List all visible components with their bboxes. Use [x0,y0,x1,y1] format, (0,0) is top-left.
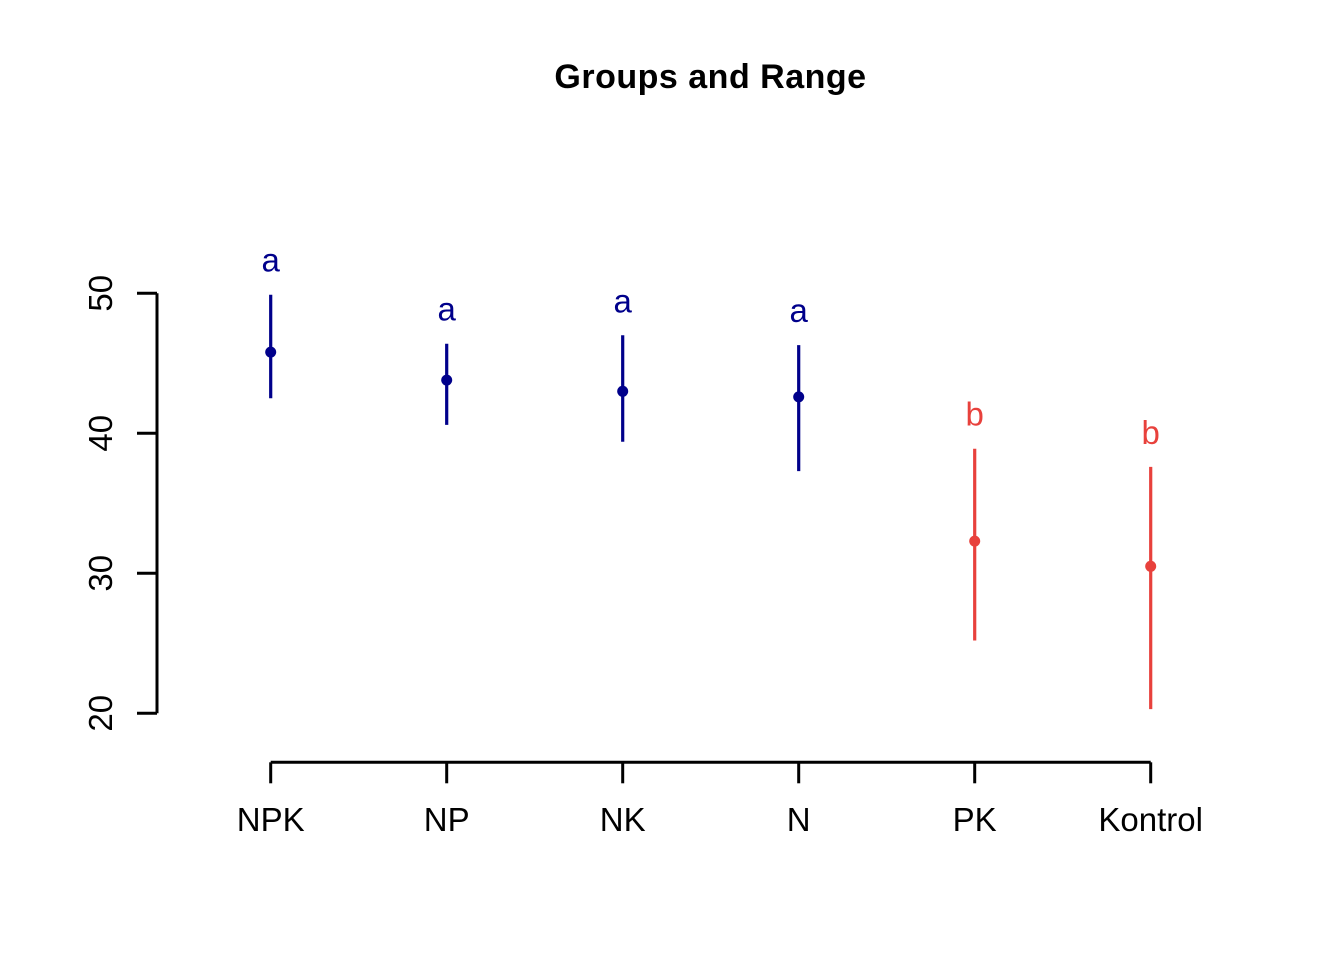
significance-letter: a [790,292,809,329]
mean-point [793,391,805,403]
mean-point [617,385,629,397]
x-tick-label: NP [424,801,470,838]
x-tick-label: Kontrol [1098,801,1203,838]
y-tick-label: 20 [82,695,119,732]
x-tick-label: N [787,801,811,838]
y-tick-label: 30 [82,555,119,592]
mean-point [441,374,453,386]
mean-point [1145,560,1157,572]
significance-letter: a [614,282,633,319]
x-tick-label: NK [600,801,646,838]
x-tick-label: PK [953,801,997,838]
significance-letter: a [262,242,281,279]
mean-point [265,346,277,358]
y-tick-label: 40 [82,415,119,452]
significance-letter: a [438,291,457,328]
significance-letter: b [966,396,984,433]
chart-title: Groups and Range [554,58,867,96]
y-tick-label: 50 [82,275,119,312]
mean-point [969,535,981,547]
significance-letter: b [1142,414,1160,451]
x-tick-label: NPK [237,801,305,838]
